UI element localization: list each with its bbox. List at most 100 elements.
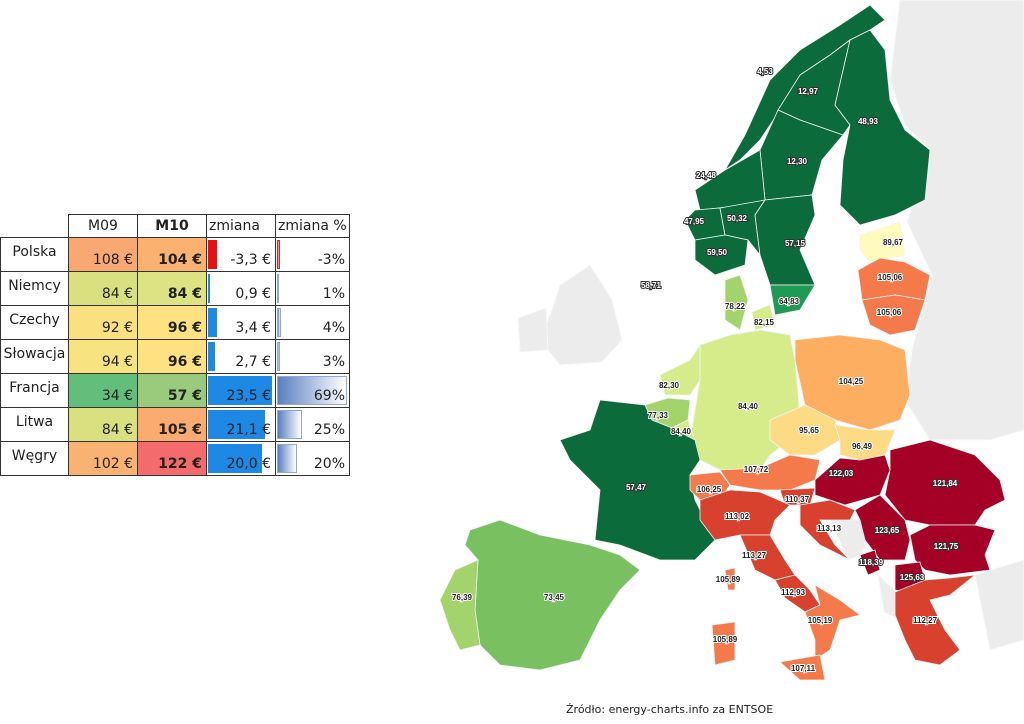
price-label-nl: 82,30 [659,381,680,390]
change-cell: 0,9 € [206,271,276,306]
header-change-pct: zmiana % [275,214,350,238]
m10-cell: 96 € [137,305,207,340]
change-cell: 20,0 € [206,441,276,476]
change-pct-value: 4% [322,320,345,336]
change-pct-bar [277,410,303,439]
price-label-de: 84,40 [738,402,759,411]
price-label-it_csouth: 112,93 [781,588,806,597]
region-gr [894,574,977,666]
change-value: 0,9 € [235,286,271,302]
change-pct-bar [277,376,347,405]
price-label-pl: 104,25 [839,377,864,386]
change-pct-bar [277,274,279,303]
price-label-gb: 58,71 [641,281,662,290]
region-ro [884,439,1006,526]
change-pct-bar [277,444,298,473]
change-pct-bar [277,342,281,371]
region-pl [794,334,911,431]
price-label-sicily: 107,11 [791,664,816,673]
change-pct-cell: 4% [275,305,350,340]
change-value: 21,1 € [226,422,271,438]
region-dk1 [724,274,749,331]
change-pct-cell: 25% [275,407,350,442]
price-label-me: 118,39 [859,558,884,567]
price-label-es: 73,45 [544,593,565,602]
change-value: 23,5 € [226,388,271,404]
region-dk2 [751,304,776,331]
region-it_north [699,489,791,541]
price-label-lt: 105,06 [877,308,902,317]
change-bar [208,444,263,473]
price-label-gr: 112,27 [913,616,938,625]
price-label-at: 107,72 [744,465,769,474]
change-bar [208,376,272,405]
change-cell: -3,3 € [206,237,276,272]
m09-cell: 102 € [68,441,138,476]
change-value: 20,0 € [226,456,271,472]
table-row: Francja 34 € 57 € 23,5 € 69% [0,373,350,408]
change-pct-bar [277,308,282,337]
price-label-se4: 64,83 [779,297,800,306]
price-label-ee: 89,67 [883,238,904,247]
price-label-corsica: 105,89 [716,575,741,584]
price-label-no5: 47,95 [684,217,705,226]
header-m10: M10 [137,214,207,238]
region-cz [769,404,841,456]
price-label-it_centre: 113,27 [742,551,767,560]
header-change: zmiana [206,214,276,238]
change-value: -3,3 € [230,252,271,268]
price-label-no1: 50,32 [727,214,748,223]
price-label-hr: 113,13 [817,524,842,533]
price-table: M09 M10 zmiana zmiana % Polska 108 € 104… [0,214,350,476]
table-row: Polska 108 € 104 € -3,3 € -3% [0,237,350,272]
price-label-bg: 121,75 [934,542,959,551]
change-pct-cell: 1% [275,271,350,306]
price-label-no2: 59,50 [707,248,728,257]
region-rs [854,494,911,561]
change-value: 2,7 € [235,354,271,370]
change-cell: 21,1 € [206,407,276,442]
country-label: Niemcy [0,271,69,306]
table-row: Czechy 92 € 96 € 3,4 € 4% [0,305,350,340]
change-bar [208,342,216,371]
table-header-row: M09 M10 zmiana zmiana % [0,214,350,238]
m09-cell: 34 € [68,373,138,408]
change-bar [208,240,217,269]
country-label: Litwa [0,407,69,442]
m09-cell: 94 € [68,339,138,374]
region-ee [859,221,906,263]
price-label-se2: 12,30 [787,157,808,166]
country-label: Słowacja [0,339,69,374]
m09-cell: 92 € [68,305,138,340]
price-label-fr: 57,47 [626,483,647,492]
change-pct-value: 25% [313,422,345,438]
region-me [859,549,881,576]
m10-cell: 122 € [137,441,207,476]
price-label-se1: 12,97 [798,87,819,96]
m10-cell: 105 € [137,407,207,442]
change-cell: 2,7 € [206,339,276,374]
table-row: Niemcy 84 € 84 € 0,9 € 1% [0,271,350,306]
non-data-land [517,0,1024,651]
price-label-ch: 106,25 [697,485,722,494]
m10-cell: 84 € [137,271,207,306]
country-label: Czechy [0,305,69,340]
region-lt [861,294,926,336]
price-label-dk1: 78,22 [725,302,746,311]
region-corsica [724,567,736,591]
change-pct-value: 3% [322,354,345,370]
price-label-si: 110,37 [785,495,810,504]
region-no2 [694,234,749,276]
change-pct-value: 20% [313,456,345,472]
change-cell: 23,5 € [206,373,276,408]
price-label-ro: 121,84 [933,479,958,488]
region-nl [659,343,701,396]
change-pct-value: -3% [317,252,345,268]
price-label-mk: 125,63 [900,573,925,582]
change-bar [208,308,218,337]
change-pct-bar [277,240,281,269]
price-label-pt: 76,39 [452,593,473,602]
change-pct-value: 1% [322,286,345,302]
region-sicily [779,654,826,681]
